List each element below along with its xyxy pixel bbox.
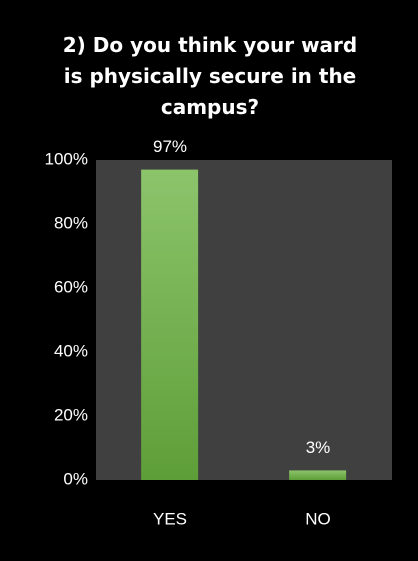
- y-tick-label: 0%: [63, 469, 88, 488]
- x-tick-label: NO: [305, 509, 331, 528]
- plot-area: [96, 160, 392, 480]
- y-tick-label: 40%: [54, 341, 88, 360]
- bar: [141, 169, 199, 480]
- data-label: 3%: [306, 438, 331, 457]
- bar: [289, 470, 347, 480]
- data-label: 97%: [153, 137, 187, 156]
- x-tick-label: YES: [153, 509, 187, 528]
- y-tick-label: 20%: [54, 405, 88, 424]
- y-tick-label: 80%: [54, 213, 88, 232]
- chart-title: 2) Do you think your ward is physically …: [62, 33, 358, 119]
- y-tick-label: 100%: [45, 149, 88, 168]
- y-tick-label: 60%: [54, 277, 88, 296]
